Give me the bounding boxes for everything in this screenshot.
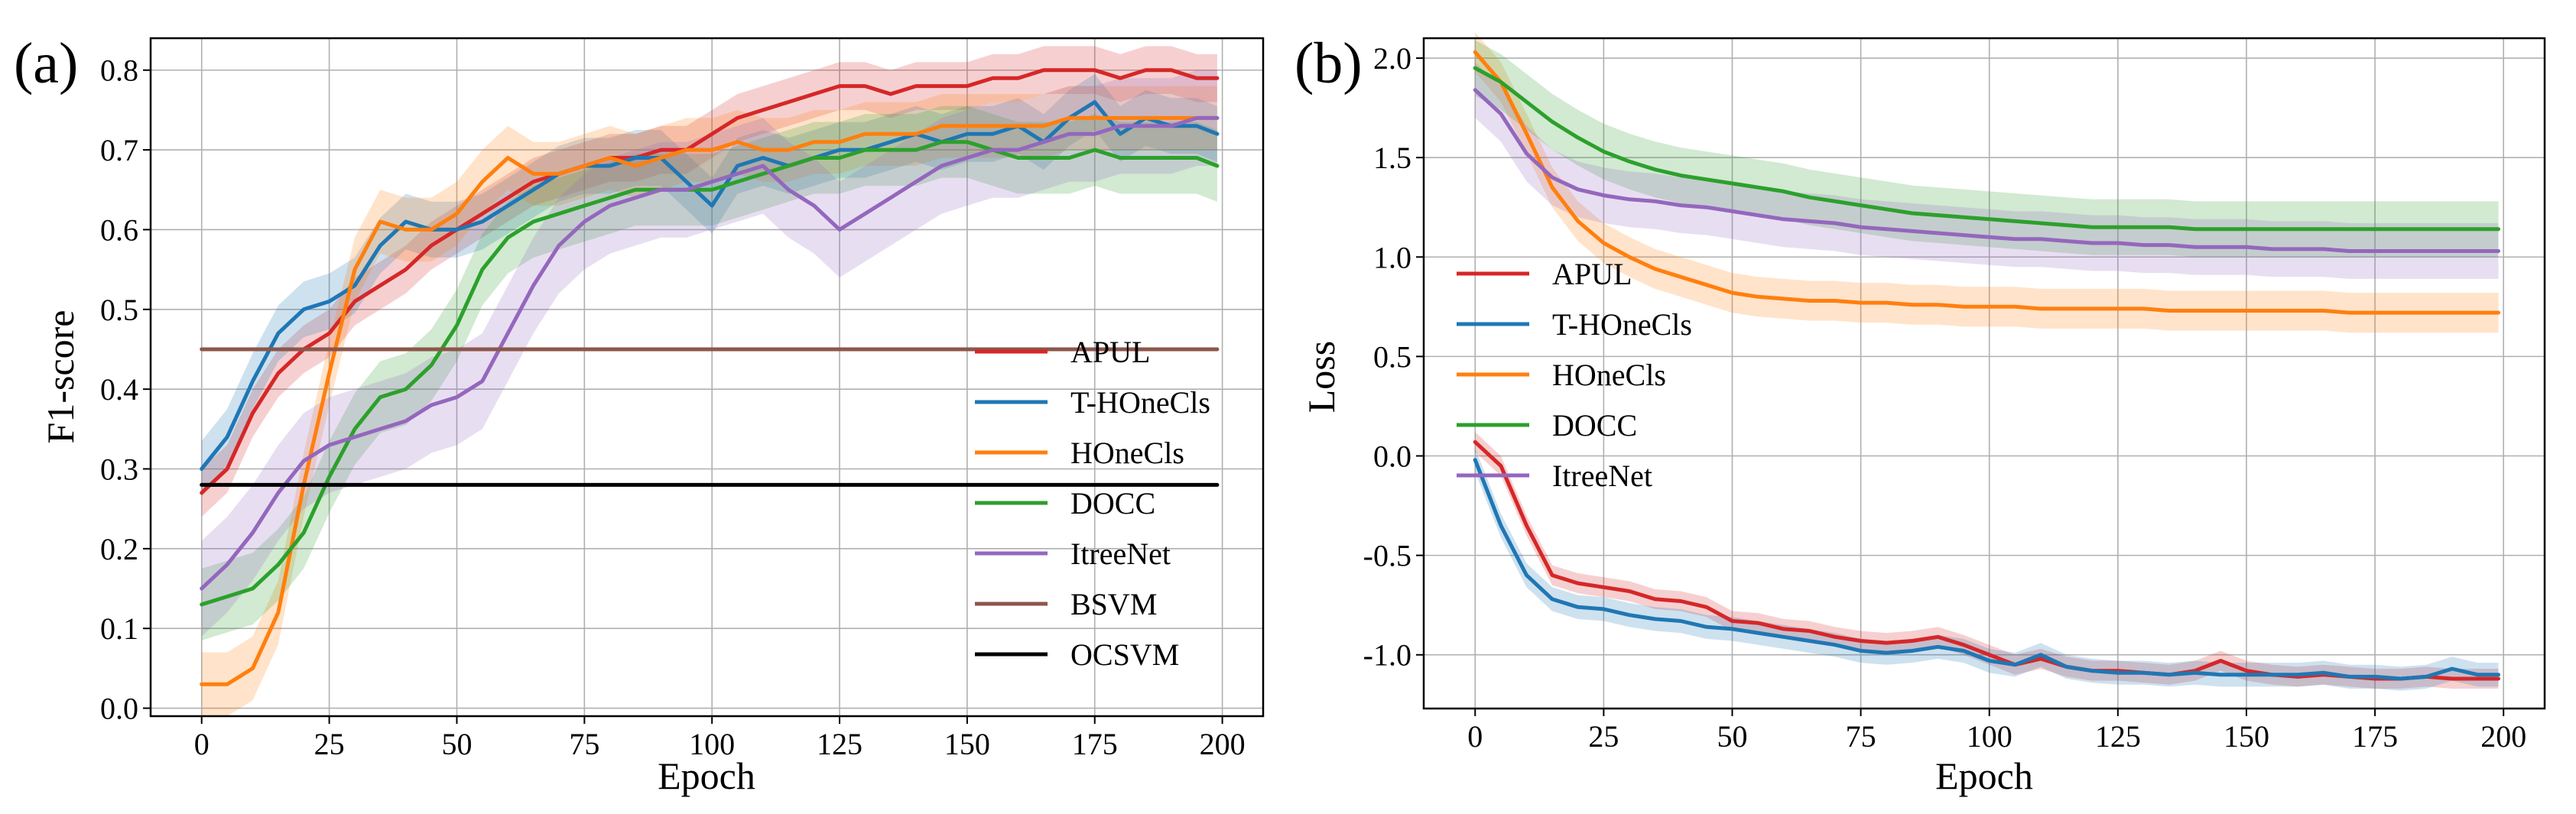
band-itreenet: [1475, 62, 2499, 279]
series-line-honecls: [1473, 50, 2500, 315]
y-tick-label: 0.5: [1373, 339, 1411, 374]
y-tick-label: 0.4: [100, 372, 138, 407]
series-line-itreenet: [200, 115, 1220, 591]
y-tick-label: 1.5: [1373, 141, 1411, 175]
y-tick-label: 0.5: [100, 293, 138, 327]
series-line-itreenet: [1473, 88, 2500, 253]
x-tick-label: 25: [314, 727, 345, 761]
axes-frame-a: [149, 37, 1265, 718]
legend-label-itreenet: ItreeNet: [1070, 537, 1171, 571]
x-tick-label: 100: [689, 727, 735, 761]
y-tick-label: 0.8: [100, 54, 138, 88]
x-tick-label: 100: [1967, 719, 2012, 754]
band-apul: [201, 46, 1217, 517]
legend-label-docc: DOCC: [1070, 486, 1155, 521]
y-tick-label: 0.2: [100, 532, 138, 566]
y-tick-label: 0.1: [100, 611, 138, 646]
x-tick-label: 175: [1072, 727, 1118, 761]
series-line-apul: [200, 68, 1220, 495]
band-honecls: [1475, 32, 2499, 333]
x-axis-label-b: Epoch: [1935, 754, 2033, 797]
series-line-honecls: [200, 115, 1220, 686]
x-tick-label: 75: [569, 727, 599, 761]
y-tick-label: 0.0: [100, 692, 138, 726]
band-docc: [201, 105, 1217, 640]
x-tick-label: 75: [1846, 719, 1876, 754]
legend-label-t-honecls: T-HOneCls: [1552, 307, 1692, 342]
x-tick-label: 50: [1717, 719, 1747, 754]
panel-label-b: (b): [1294, 31, 1363, 96]
legend-label-apul: APUL: [1070, 335, 1150, 369]
series-line-docc: [200, 140, 1220, 607]
y-axis-label-a: F1-score: [39, 310, 82, 444]
band-apul: [1475, 432, 2499, 689]
y-tick-label: 0.0: [1373, 439, 1411, 473]
legend-label-bsvm: BSVM: [1070, 587, 1157, 621]
series-line-t-honecls: [200, 100, 1220, 471]
band-docc: [1475, 40, 2499, 258]
x-tick-label: 200: [1200, 727, 1246, 761]
y-tick-label: 1.0: [1373, 240, 1411, 274]
y-tick-label: 0.6: [100, 212, 138, 247]
series-line-docc: [1473, 66, 2500, 232]
x-tick-label: 25: [1588, 719, 1619, 754]
y-tick-label: 0.3: [100, 452, 138, 487]
legend-label-honecls: HOneCls: [1552, 358, 1666, 392]
y-tick-label: 0.7: [100, 133, 138, 167]
x-tick-label: 200: [2480, 719, 2526, 754]
x-tick-label: 0: [194, 727, 210, 761]
panel-b: (b) 0 25 50 75 100 125 150 175 200 -1.0 -0.5 0.0 0.5…: [1294, 31, 2546, 797]
x-tick-label: 150: [944, 727, 990, 761]
x-tick-label: 125: [2095, 719, 2141, 754]
legend-label-t-honecls: T-HOneCls: [1070, 385, 1210, 420]
series-line-t-honecls: [1473, 458, 2500, 681]
legend-label-apul: APUL: [1552, 257, 1632, 291]
y-tick-label: -0.5: [1363, 539, 1411, 573]
x-tick-label: 125: [817, 727, 862, 761]
y-axis-label-b: Loss: [1300, 341, 1343, 413]
legend-label-itreenet: ItreeNet: [1552, 459, 1652, 493]
band-itreenet: [201, 70, 1217, 637]
legend-label-docc: DOCC: [1552, 408, 1637, 443]
x-tick-label: 50: [441, 727, 472, 761]
panel-a: (a) 0 25 50 75 100 125 150 175 200 0.0 0.1 0.2 0.3 0.…: [14, 31, 1265, 797]
x-tick-label: 0: [1467, 719, 1483, 754]
legend-label-ocsvm: OCSVM: [1070, 637, 1179, 672]
y-tick-label: 2.0: [1373, 41, 1411, 76]
legend-label-honecls: HOneCls: [1070, 436, 1184, 470]
y-tick-label: -1.0: [1363, 638, 1411, 673]
x-tick-label: 150: [2224, 719, 2269, 754]
axes-frame-b: [1422, 37, 2546, 710]
x-tick-label: 175: [2352, 719, 2398, 754]
panel-label-a: (a): [14, 31, 78, 96]
band-honecls: [201, 86, 1217, 717]
x-axis-label-a: Epoch: [658, 754, 755, 797]
